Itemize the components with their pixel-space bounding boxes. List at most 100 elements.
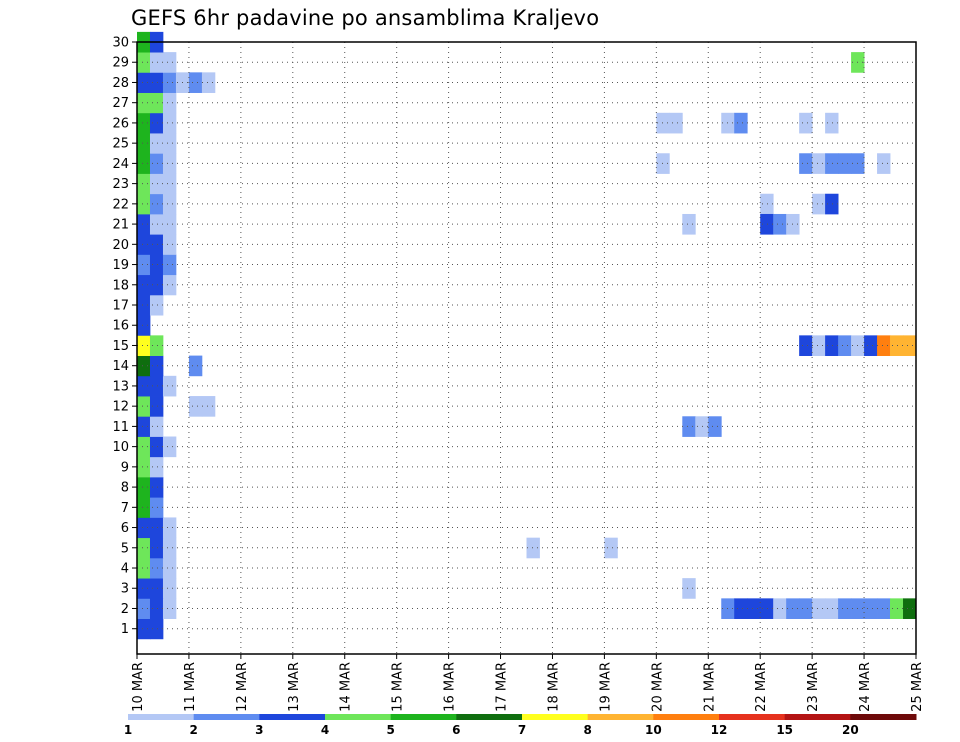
heatmap-cell xyxy=(162,557,177,579)
colorbar-label: 20 xyxy=(842,723,859,737)
y-tick-label: 7 xyxy=(121,501,129,516)
x-tick-label: 12 MAR xyxy=(235,662,250,712)
heatmap-cell xyxy=(838,598,852,619)
heatmap-cell xyxy=(137,537,151,559)
y-tick-label: 9 xyxy=(121,460,129,475)
x-tick-label: 16 MAR xyxy=(443,662,458,712)
x-tick-label: 15 MAR xyxy=(391,662,406,712)
heatmap-cell xyxy=(149,133,164,154)
heatmap-cell xyxy=(137,254,151,276)
colorbar-segment xyxy=(522,714,589,720)
heatmap-cell xyxy=(162,254,177,276)
heatmap-cell xyxy=(149,618,164,640)
heatmap-cell xyxy=(149,416,164,437)
heatmap-cell xyxy=(149,234,164,255)
heatmap-cell xyxy=(162,213,177,235)
y-tick-label: 25 xyxy=(112,137,129,152)
heatmap-cell xyxy=(149,112,164,134)
heatmap-cell xyxy=(149,557,164,579)
heatmap-cell xyxy=(695,416,709,437)
heatmap-cell xyxy=(149,72,164,93)
heatmap-cell xyxy=(162,598,177,619)
y-tick-label: 18 xyxy=(112,278,129,293)
x-tick-label: 13 MAR xyxy=(287,662,302,712)
heatmap-cell xyxy=(137,335,151,356)
y-tick-label: 29 xyxy=(112,56,129,71)
heatmap-cell xyxy=(825,193,839,215)
x-tick-label: 25 MAR xyxy=(910,662,925,712)
heatmap-cell xyxy=(162,112,177,134)
heatmap-cell xyxy=(137,294,151,316)
heatmap-cell xyxy=(149,92,164,114)
chart-title: GEFS 6hr padavine po ansamblima Kraljevo xyxy=(131,6,600,30)
y-tick-label: 10 xyxy=(112,440,129,455)
heatmap-cell xyxy=(903,598,917,619)
colorbar-segment xyxy=(390,714,457,720)
heatmap-cell xyxy=(162,234,177,255)
heatmap-cell xyxy=(760,193,774,215)
heatmap-cell xyxy=(137,598,151,619)
y-tick-label: 6 xyxy=(121,521,129,536)
y-tick-label: 22 xyxy=(112,197,129,212)
heatmap-cell xyxy=(162,153,177,174)
y-tick-label: 3 xyxy=(121,582,129,597)
heatmap-cell xyxy=(799,335,813,356)
heatmap-cell xyxy=(799,598,813,619)
y-tick-label: 11 xyxy=(112,420,129,435)
y-axis-ticks: 1234567891011121314151617181920212223242… xyxy=(112,36,137,637)
heatmap-cell xyxy=(149,153,164,174)
heatmap-cell xyxy=(149,578,164,599)
heatmap-cell xyxy=(137,416,151,437)
y-tick-label: 15 xyxy=(112,339,129,354)
heatmap-cell xyxy=(137,274,151,296)
heatmap-cell xyxy=(526,537,540,559)
heatmap-cell xyxy=(162,92,177,114)
heatmap-cell xyxy=(149,294,164,316)
colorbar-segment xyxy=(850,714,917,720)
y-tick-label: 2 xyxy=(121,602,129,617)
heatmap-cell xyxy=(201,72,216,93)
y-tick-label: 30 xyxy=(112,36,129,51)
heatmap-cell xyxy=(149,173,164,195)
heatmap-cell xyxy=(137,112,151,134)
heatmap-cell xyxy=(812,193,826,215)
heatmap-cell xyxy=(137,436,151,458)
x-tick-label: 18 MAR xyxy=(546,662,561,712)
heatmap-cell xyxy=(137,618,151,640)
colorbar-segment xyxy=(719,714,786,720)
y-tick-label: 26 xyxy=(112,116,129,131)
heatmap-cell xyxy=(162,173,177,195)
colorbar-label: 6 xyxy=(452,723,460,737)
heatmap-cell xyxy=(162,133,177,154)
heatmap-cell xyxy=(137,52,151,73)
y-tick-label: 16 xyxy=(112,319,129,334)
heatmap-cell xyxy=(149,396,164,417)
y-tick-label: 28 xyxy=(112,76,129,91)
y-tick-label: 1 xyxy=(121,622,129,637)
heatmap-cell xyxy=(604,537,618,559)
heatmap-cell xyxy=(890,598,904,619)
y-tick-label: 14 xyxy=(112,359,129,374)
heatmap-cell xyxy=(760,598,774,619)
heatmap-cell xyxy=(188,72,203,93)
heatmap-cell xyxy=(149,456,164,478)
heatmap-cell xyxy=(149,497,164,518)
heatmap-cell xyxy=(162,578,177,599)
heatmap-cell xyxy=(799,153,813,174)
colorbar-segment xyxy=(784,714,851,720)
heatmap-cell xyxy=(137,517,151,539)
heatmap-cell xyxy=(162,517,177,539)
heatmap-cell xyxy=(162,436,177,458)
heatmap-cell xyxy=(149,537,164,559)
colorbar-segment xyxy=(193,714,260,720)
y-tick-label: 4 xyxy=(121,562,129,577)
colorbar-segment xyxy=(653,714,720,720)
heatmap-cell xyxy=(149,517,164,539)
heatmap-cell xyxy=(838,153,852,174)
heatmap-cell xyxy=(825,335,839,356)
x-tick-label: 17 MAR xyxy=(495,662,510,712)
x-tick-label: 20 MAR xyxy=(650,662,665,712)
colorbar-label: 1 xyxy=(124,723,132,737)
heatmap-cell xyxy=(162,72,177,93)
heatmap-cell xyxy=(137,456,151,478)
